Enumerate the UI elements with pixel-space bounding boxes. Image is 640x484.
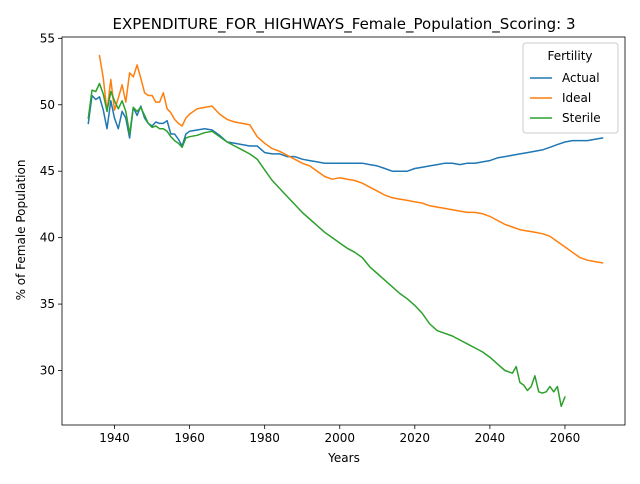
y-tick-label: 50 (40, 98, 55, 112)
legend-label-sterile: Sterile (562, 111, 601, 125)
x-axis-ticks: 1940 1960 1980 2000 2020 2040 2060 (99, 425, 580, 445)
x-tick-label: 2000 (324, 431, 355, 445)
series-line-ideal (98, 54, 604, 264)
legend-label-actual: Actual (562, 71, 600, 85)
y-tick-label: 55 (40, 31, 55, 45)
series-line-sterile (87, 82, 566, 408)
y-tick-label: 40 (40, 231, 55, 245)
y-axis-ticks: 30 35 40 45 50 55 (40, 31, 62, 378)
y-tick-label: 45 (40, 164, 55, 178)
x-tick-label: 2060 (550, 431, 581, 445)
legend-items: Actual Ideal Sterile (530, 71, 601, 125)
series-lines (87, 54, 604, 408)
legend-title: Fertility (547, 49, 592, 63)
chart-title: EXPENDITURE_FOR_HIGHWAYS_Female_Populati… (113, 15, 576, 34)
y-axis-label: % of Female Population (14, 160, 28, 301)
x-tick-label: 2020 (400, 431, 431, 445)
x-tick-label: 1940 (99, 431, 130, 445)
x-tick-label: 1960 (174, 431, 205, 445)
legend: Fertility Actual Ideal Sterile (522, 42, 619, 134)
legend-box (522, 42, 619, 134)
x-tick-label: 1980 (249, 431, 280, 445)
y-tick-label: 35 (40, 297, 55, 311)
legend-label-ideal: Ideal (562, 91, 591, 105)
x-axis-label: Years (327, 451, 360, 465)
y-tick-label: 30 (40, 364, 55, 378)
x-tick-label: 2040 (475, 431, 506, 445)
plot-area-frame (61, 36, 626, 426)
